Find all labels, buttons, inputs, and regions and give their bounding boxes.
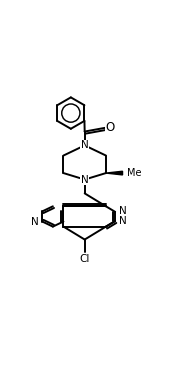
Text: N: N [81, 140, 89, 150]
Text: Cl: Cl [79, 254, 90, 264]
Text: Me: Me [127, 168, 142, 178]
Polygon shape [106, 171, 123, 175]
Text: N: N [119, 206, 127, 217]
Text: N: N [119, 217, 127, 227]
Text: N: N [31, 217, 39, 227]
Text: O: O [105, 121, 115, 134]
Text: N: N [81, 174, 89, 185]
